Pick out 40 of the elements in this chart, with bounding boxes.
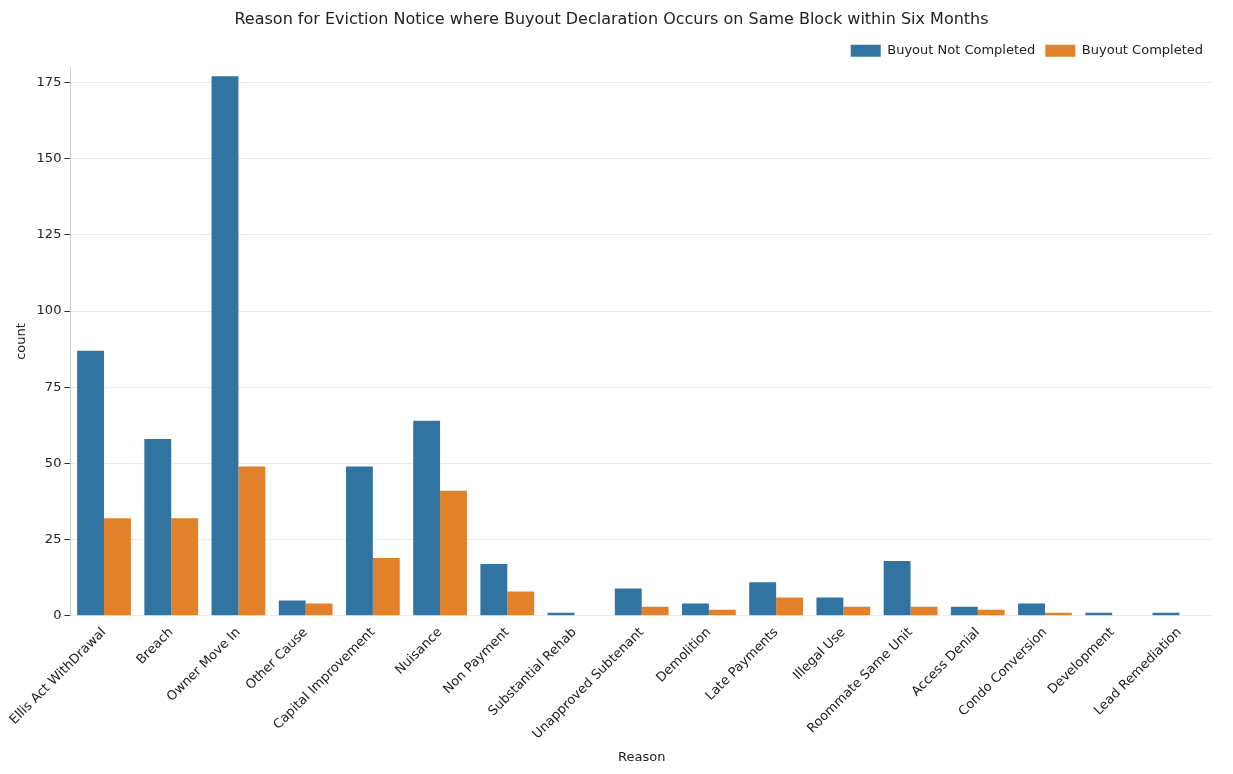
bar — [749, 582, 777, 616]
y-tick-label: 175 — [36, 73, 62, 89]
bar — [682, 603, 709, 616]
bar — [816, 597, 844, 616]
bar — [238, 466, 266, 616]
bar — [641, 606, 669, 616]
bar — [507, 591, 535, 616]
bar — [345, 466, 373, 616]
bar — [910, 606, 938, 616]
bar — [144, 439, 172, 616]
bar — [843, 606, 871, 616]
chart-title: Reason for Eviction Notice where Buyout Declaration Occurs on Same Block within Six Months — [234, 8, 989, 28]
bar — [614, 588, 642, 616]
bar — [1018, 603, 1045, 616]
bar — [372, 557, 400, 616]
bar — [977, 609, 1005, 616]
legend-label: Buyout Completed — [1081, 42, 1204, 58]
y-tick-label: 125 — [36, 226, 62, 242]
bar — [278, 600, 306, 616]
bar — [211, 76, 239, 616]
y-tick-label: 25 — [44, 530, 62, 546]
bar — [883, 560, 911, 616]
legend-label: Buyout Not Completed — [887, 42, 1036, 58]
y-tick-label: 100 — [36, 302, 62, 318]
bar — [171, 518, 199, 616]
bar — [480, 564, 508, 616]
bar — [413, 420, 441, 616]
bar — [950, 606, 978, 616]
y-tick-label: 150 — [36, 150, 62, 166]
x-axis-title: Reason — [618, 748, 666, 764]
bar — [440, 490, 467, 616]
y-tick-label: 75 — [44, 378, 62, 394]
bar — [776, 597, 804, 616]
bar — [104, 518, 131, 616]
bar — [708, 609, 736, 616]
y-axis-title: count — [13, 323, 29, 360]
y-tick-label: 0 — [53, 607, 62, 623]
y-tick-label: 50 — [44, 454, 62, 470]
bar — [77, 350, 105, 616]
bar — [305, 603, 333, 616]
